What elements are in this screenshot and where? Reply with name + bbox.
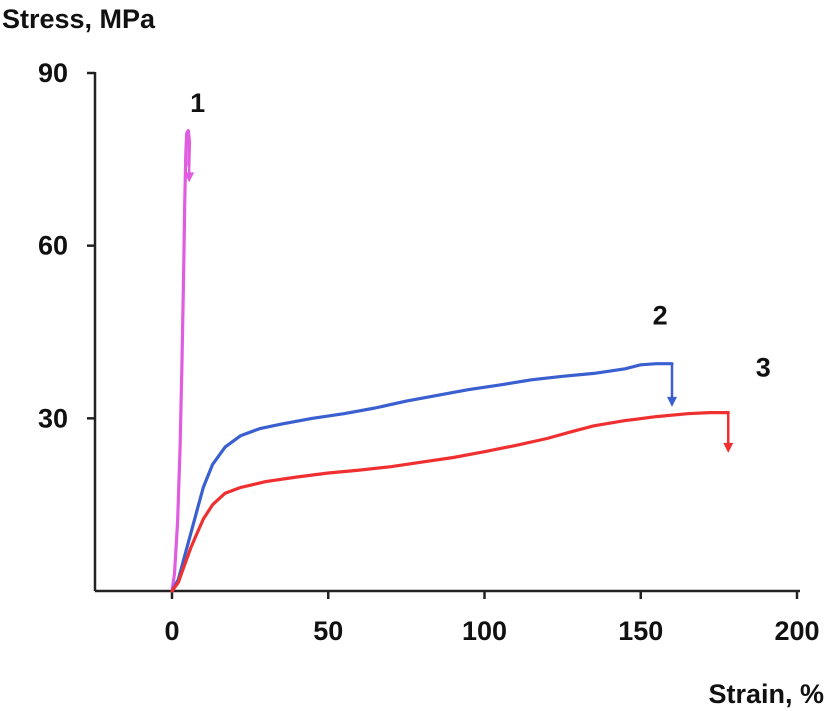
series-line [170, 411, 730, 593]
series-line [170, 362, 674, 593]
curve-label-1: 1 [190, 88, 205, 118]
break-arrow-head [184, 172, 195, 183]
series-2 [170, 362, 677, 593]
y-tick-label: 60 [38, 231, 68, 261]
curve-label-3: 3 [756, 353, 771, 383]
x-tick-label: 150 [618, 616, 663, 646]
curve-labels: 1 2 3 [190, 88, 771, 383]
series-layer [170, 129, 734, 593]
x-tick-label: 0 [164, 616, 179, 646]
break-arrow-head [723, 442, 734, 453]
x-axis-label: Strain, % [708, 679, 824, 709]
x-tick-label: 200 [774, 616, 819, 646]
tick-marks: 30 60 90 0 50 100 150 200 [38, 58, 820, 646]
y-tick-label: 30 [38, 403, 68, 433]
series-3 [170, 411, 734, 593]
series-line [170, 129, 192, 593]
axes [93, 72, 800, 593]
x-tick-label: 100 [462, 616, 507, 646]
break-arrow-head [667, 396, 677, 407]
x-tick-label: 50 [313, 616, 343, 646]
y-axis-label: Stress, MPa [2, 4, 156, 34]
y-tick-label: 90 [38, 58, 68, 88]
curve-label-2: 2 [653, 301, 668, 331]
series-1 [170, 129, 195, 593]
